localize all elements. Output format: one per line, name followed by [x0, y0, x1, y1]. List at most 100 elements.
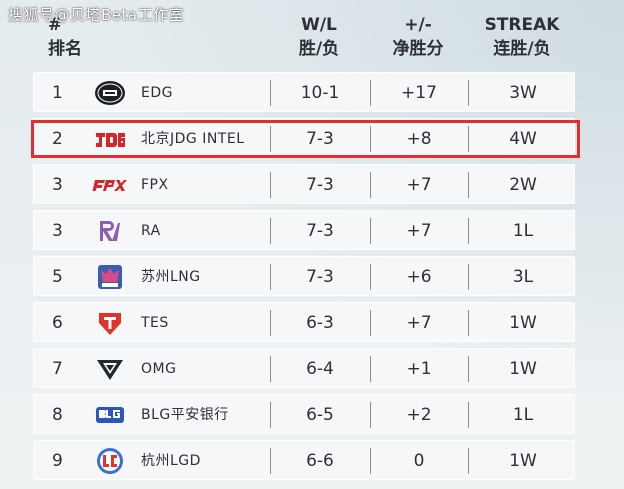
fpx-logo-icon: [92, 180, 127, 191]
wl-value: 6-4: [306, 359, 334, 379]
table-row: 7 OMG 6-4 +1 1W: [33, 348, 575, 388]
column-divider: [468, 218, 469, 244]
streak-value: 1W: [509, 451, 537, 471]
header-streak-sub: 连胜/负: [493, 39, 551, 59]
rank-value: 8: [52, 405, 63, 425]
wl-value: 10-1: [300, 83, 340, 103]
rank-value: 3: [52, 175, 63, 195]
table-row: 1 EDG 10-1 +17 3W: [33, 72, 575, 112]
edg-logo-icon: [95, 81, 125, 105]
table-row: 9 杭州LGD 6-6 0 1W: [33, 440, 575, 480]
streak-value: 1L: [512, 405, 534, 425]
header-rank-symbol: #: [48, 15, 63, 35]
table-header: # 排名 W/L 胜/负 +/- 净胜分 STREAK 连胜/负: [0, 0, 624, 68]
wl-value: 6-6: [306, 451, 334, 471]
rank-value: 2: [52, 129, 63, 149]
streak-value: 1L: [512, 221, 534, 241]
team-name: 北京JDG INTEL: [141, 131, 245, 147]
table-row: 6 TES 6-3 +7 1W: [33, 302, 575, 342]
wl-value: 7-3: [306, 267, 334, 287]
rank-value: 3: [52, 221, 63, 241]
column-divider: [370, 172, 371, 198]
column-divider: [270, 310, 271, 336]
column-divider: [370, 80, 371, 106]
column-divider: [468, 80, 469, 106]
highlight-box: [31, 120, 580, 158]
header-streak: STREAK 连胜/负: [470, 14, 574, 60]
diff-value: 0: [413, 451, 425, 471]
wl-value: 7-3: [306, 175, 334, 195]
column-divider: [270, 126, 271, 152]
column-divider: [270, 402, 271, 428]
table-row: 3 RA 7-3 +7 1L: [33, 210, 575, 250]
tes-logo-icon: [99, 313, 121, 335]
table-row: 3 FPX 7-3 +7 2W: [33, 164, 575, 204]
team-name: RA: [141, 223, 161, 239]
rank-value: 7: [52, 359, 63, 379]
team-name: 杭州LGD: [141, 453, 201, 469]
wl-value: 7-3: [306, 221, 334, 241]
streak-value: 2W: [509, 175, 537, 195]
wl-value: 6-3: [306, 313, 334, 333]
diff-value: +7: [406, 313, 432, 333]
column-divider: [370, 402, 371, 428]
column-divider: [468, 126, 469, 152]
column-divider: [468, 264, 469, 290]
column-divider: [270, 356, 271, 382]
team-name: 苏州LNG: [141, 269, 201, 285]
rank-value: 9: [52, 451, 63, 471]
header-streak-label: STREAK: [484, 15, 560, 35]
column-divider: [370, 264, 371, 290]
column-divider: [468, 356, 469, 382]
column-divider: [370, 218, 371, 244]
diff-value: +1: [406, 359, 432, 379]
rank-value: 5: [52, 267, 63, 287]
column-divider: [370, 310, 371, 336]
wl-value: 7-3: [306, 129, 334, 149]
diff-value: +7: [406, 221, 432, 241]
lgd-logo-icon: [97, 448, 123, 474]
team-name: TES: [141, 315, 169, 331]
streak-value: 1W: [509, 359, 537, 379]
column-divider: [468, 310, 469, 336]
column-divider: [270, 264, 271, 290]
column-divider: [270, 80, 271, 106]
column-divider: [270, 448, 271, 474]
streak-value: 4W: [509, 129, 537, 149]
jdg-logo-icon: [96, 133, 125, 147]
header-rank: # 排名: [48, 14, 88, 60]
column-divider: [370, 126, 371, 152]
column-divider: [270, 172, 271, 198]
header-rank-label: 排名: [48, 39, 82, 59]
streak-value: 3W: [509, 83, 537, 103]
header-diff-sub: 净胜分: [392, 39, 444, 59]
ra-logo-icon: [100, 221, 120, 241]
column-divider: [370, 356, 371, 382]
blg-logo-icon: [96, 407, 124, 423]
lng-logo-icon: [98, 265, 122, 289]
diff-value: +8: [406, 129, 432, 149]
streak-value: 1W: [509, 313, 537, 333]
diff-value: +2: [406, 405, 432, 425]
team-name: FPX: [141, 177, 169, 193]
column-divider: [468, 448, 469, 474]
table-row: 8 BLG平安银行 6-5 +2 1L: [33, 394, 575, 434]
diff-value: +17: [401, 83, 437, 103]
team-name: BLG平安银行: [141, 407, 229, 423]
team-name: OMG: [141, 361, 177, 377]
streak-value: 3L: [512, 267, 534, 287]
diff-value: +6: [406, 267, 432, 287]
column-divider: [270, 218, 271, 244]
wl-value: 6-5: [306, 405, 334, 425]
header-diff: +/- 净胜分: [378, 14, 458, 60]
header-wl-sub: 胜/负: [298, 39, 340, 59]
column-divider: [468, 172, 469, 198]
omg-logo-icon: [97, 360, 123, 380]
rank-value: 6: [52, 313, 63, 333]
header-diff-label: +/-: [404, 15, 432, 35]
diff-value: +7: [406, 175, 432, 195]
column-divider: [468, 402, 469, 428]
column-divider: [370, 448, 371, 474]
header-wl: W/L 胜/负: [280, 14, 358, 60]
table-row: 5 苏州LNG 7-3 +6 3L: [33, 256, 575, 296]
